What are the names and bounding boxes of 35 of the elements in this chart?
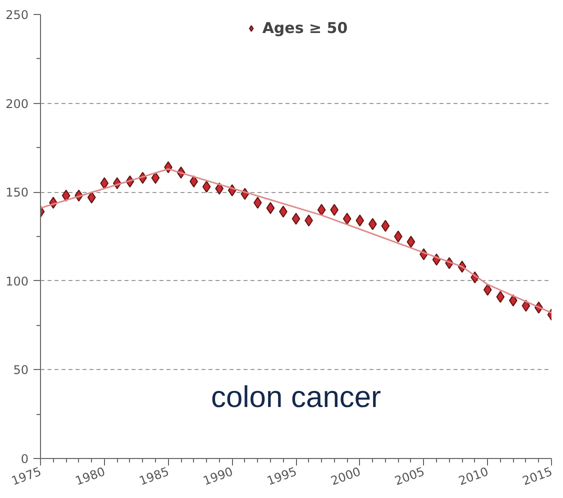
point: [266, 202, 275, 214]
point: [62, 190, 70, 202]
y-tick-label: 250: [6, 8, 28, 22]
point: [342, 212, 352, 225]
x-tick-label: 2000: [328, 464, 362, 488]
point: [406, 236, 416, 248]
x-tick-label: 1975: [10, 464, 44, 488]
point: [292, 212, 300, 225]
y-tick-label: 50: [13, 363, 29, 378]
point: [87, 191, 96, 204]
x-tick-label: 1980: [73, 464, 107, 488]
point: [394, 230, 402, 242]
x-tick-label: 1990: [201, 464, 235, 488]
point: [381, 220, 390, 232]
y-tick-label: 200: [6, 96, 28, 111]
point: [483, 284, 492, 296]
x-tick-label: 2015: [520, 464, 554, 488]
y-tick-label: 0: [20, 452, 29, 466]
point: [215, 182, 224, 195]
x-tick-label: 1985: [137, 464, 171, 488]
point: [368, 218, 377, 230]
point: [317, 204, 326, 216]
x-tick-label: 1995: [265, 464, 299, 488]
point: [202, 180, 211, 193]
point: [151, 172, 160, 184]
point: [522, 300, 530, 312]
point: [356, 214, 364, 227]
y-tick-label: 100: [6, 274, 28, 288]
y-tick-label: 150: [6, 186, 28, 200]
point: [496, 290, 505, 303]
legend-label: Ages ≥ 50: [262, 19, 348, 37]
point: [100, 177, 109, 190]
annotation: colon cancer: [210, 381, 382, 414]
x-tick-label: 2005: [392, 464, 426, 488]
x-tick-label: 2010: [456, 464, 490, 488]
